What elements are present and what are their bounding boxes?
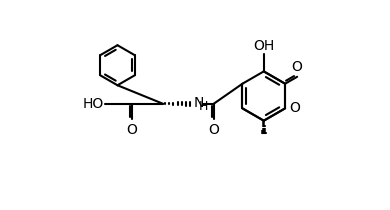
Text: O: O <box>292 60 303 75</box>
Text: OH: OH <box>253 39 275 53</box>
Text: O: O <box>127 123 138 137</box>
Text: O: O <box>208 123 219 137</box>
Text: O: O <box>289 101 300 115</box>
Text: N: N <box>194 96 204 110</box>
Text: HO: HO <box>82 97 104 111</box>
Text: H: H <box>199 100 209 113</box>
